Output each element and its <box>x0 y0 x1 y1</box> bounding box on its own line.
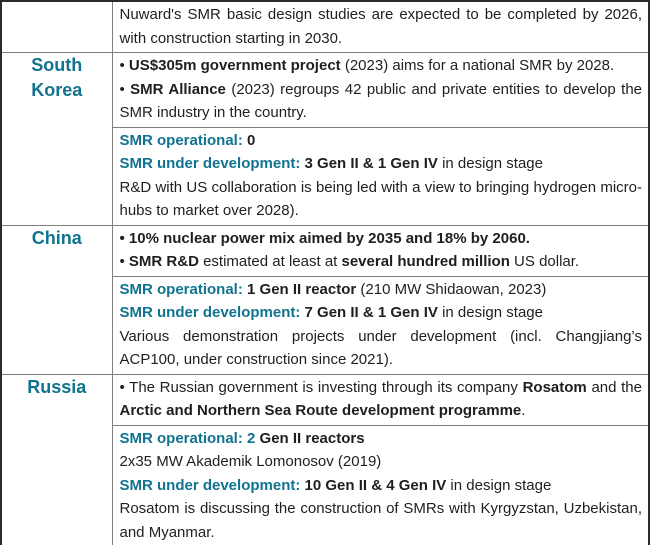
text-run: estimated at least at <box>198 253 342 270</box>
text-run: US$305m government project <box>128 57 341 74</box>
text-run: • <box>119 57 129 74</box>
table-row-china-status: SMR operational: 1 Gen II reactor (210 M… <box>1 275 650 375</box>
text-run: (2023) aims for a national SMR by 2028. <box>340 57 615 74</box>
text-run: (2023) regroups 42 public and private en… <box>119 80 643 122</box>
text-run: SMR under development: <box>119 304 305 321</box>
content-cell-russia-status: SMR operational: 2 Gen II reactors 2x35 M… <box>111 424 650 545</box>
table-row-russia-status: SMR operational: 2 Gen II reactors 2x35 M… <box>1 424 650 545</box>
text-run: SMR R&D <box>128 253 199 270</box>
text-run: Rosatom is discussing the construction o… <box>119 500 643 541</box>
text-run: 1 Gen II reactor <box>247 280 357 298</box>
text-run: SMR under development: <box>119 155 305 172</box>
text-run: Various demonstration projects under dev… <box>119 327 643 369</box>
text-run: Rosatom <box>522 378 587 396</box>
table-row-south-korea-status: SMR operational: 0 SMR under development:… <box>1 126 650 226</box>
text-run: 0 <box>247 131 256 149</box>
text-run: 10 Gen II & 4 Gen IV <box>304 476 447 494</box>
text-run: SMR operational: <box>119 131 248 149</box>
paragraph: Nuward's SMR basic design studies are ex… <box>120 3 643 50</box>
text-run: 7 Gen II & 1 Gen IV <box>304 304 438 321</box>
paragraph: • The Russian government is investing th… <box>120 376 643 423</box>
table-row-continuation: Nuward's SMR basic design studies are ex… <box>0 0 650 53</box>
paragraph: • SMR Alliance (2023) regroups 42 public… <box>120 78 643 125</box>
text-run: in design stage <box>446 476 552 494</box>
text-run: US dollar. <box>509 253 580 270</box>
content-cell-china-status: SMR operational: 1 Gen II reactor (210 M… <box>111 275 650 375</box>
country-cell-china: China <box>0 224 113 375</box>
paragraph: • 10% nuclear power mix aimed by 2035 an… <box>120 227 643 251</box>
text-run: SMR under development: <box>119 476 305 494</box>
text-run: R&D with US collaboration is being led w… <box>119 178 643 220</box>
text-run: SMR operational: 2 <box>119 429 260 447</box>
table-row-china: China • 10% nuclear power mix aimed by 2… <box>0 224 650 375</box>
text-run: several hundred million <box>341 253 510 270</box>
paragraph: Rosatom is discussing the construction o… <box>120 497 643 544</box>
table-row-russia: Russia • The Russian government is inves… <box>0 373 650 545</box>
paragraph: SMR operational: 2 Gen II reactors <box>120 427 643 451</box>
table-row-south-korea: South Korea • US$305m government project… <box>0 52 650 226</box>
paragraph: SMR under development: 3 Gen II & 1 Gen … <box>120 152 643 176</box>
text-run: SMR Alliance <box>130 80 226 98</box>
text-run: • 10% nuclear power mix aimed by 2035 an… <box>119 229 530 247</box>
text-run: and the <box>586 378 642 396</box>
country-cell-russia: Russia <box>0 373 113 545</box>
paragraph: SMR under development: 10 Gen II & 4 Gen… <box>120 474 643 498</box>
text-run: in design stage <box>437 155 543 172</box>
text-run: (210 MW Shidaowan, 2023) <box>356 280 547 298</box>
text-run: 2x35 MW Akademik Lomonosov (2019) <box>119 453 382 470</box>
paragraph: R&D with US collaboration is being led w… <box>120 176 643 223</box>
text-run: • <box>119 80 131 98</box>
text-run: Arctic and Northern Sea Route developmen… <box>119 402 522 419</box>
content-cell-russia-bullets: • The Russian government is investing th… <box>111 373 650 426</box>
paragraph: Various demonstration projects under dev… <box>120 325 643 372</box>
text-run: 3 Gen II & 1 Gen IV <box>304 155 438 172</box>
paragraph: • US$305m government project (2023) aims… <box>120 54 643 78</box>
text-run: • The Russian government is investing th… <box>119 378 523 396</box>
paragraph: SMR under development: 7 Gen II & 1 Gen … <box>120 301 643 325</box>
country-cell-empty <box>0 0 113 53</box>
content-cell-nuward: Nuward's SMR basic design studies are ex… <box>111 0 650 53</box>
text-run: • <box>119 253 129 270</box>
country-cell-south-korea: South Korea <box>0 52 113 226</box>
text-run: . <box>521 402 526 419</box>
text-run: in design stage <box>437 304 543 321</box>
text-run: SMR operational: <box>119 280 248 298</box>
paragraph: SMR operational: 1 Gen II reactor (210 M… <box>120 278 643 302</box>
content-cell-china-bullets: • 10% nuclear power mix aimed by 2035 an… <box>111 224 650 277</box>
content-cell-south-korea-bullets: • US$305m government project (2023) aims… <box>111 52 650 128</box>
text-run: Nuward's SMR basic design studies are ex… <box>119 6 643 47</box>
paragraph: • SMR R&D estimated at least at several … <box>120 250 643 274</box>
paragraph: SMR operational: 0 <box>120 129 643 153</box>
text-run: Gen II reactors <box>259 429 365 447</box>
content-cell-south-korea-status: SMR operational: 0 SMR under development:… <box>111 126 650 226</box>
paragraph: 2x35 MW Akademik Lomonosov (2019) <box>120 450 643 474</box>
